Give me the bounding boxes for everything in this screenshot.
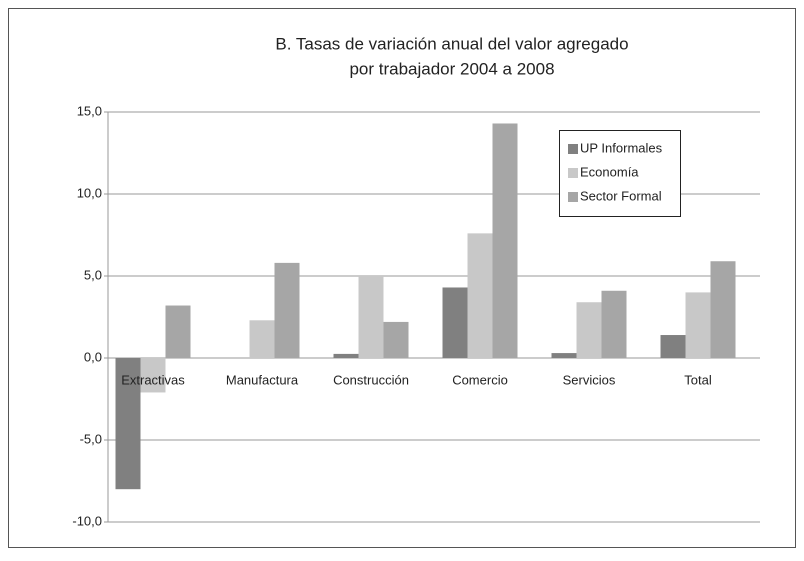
legend-label: Economía — [580, 164, 639, 179]
bar — [576, 302, 602, 358]
y-tick-label: 10,0 — [77, 185, 102, 200]
y-tick-label: 15,0 — [77, 103, 102, 118]
bar — [165, 305, 191, 358]
legend-label: UP Informales — [580, 140, 663, 155]
y-tick-label: 0,0 — [84, 349, 102, 364]
bar — [442, 287, 468, 358]
bar — [660, 335, 686, 358]
x-tick-label: Servicios — [563, 372, 616, 387]
y-tick-label: -5,0 — [80, 431, 102, 446]
bar — [358, 276, 384, 358]
legend-swatch — [568, 144, 578, 154]
x-tick-label: Manufactura — [226, 372, 299, 387]
legend-swatch — [568, 168, 578, 178]
x-tick-label: Total — [684, 372, 712, 387]
x-tick-label: Comercio — [452, 372, 508, 387]
bar — [467, 233, 493, 358]
x-tick-label: Construcción — [333, 372, 409, 387]
bar — [492, 123, 518, 358]
bar — [115, 358, 141, 490]
bar — [710, 261, 736, 358]
chart-title: B. Tasas de variación anual del valor ag… — [275, 34, 628, 53]
legend-swatch — [568, 192, 578, 202]
bar — [249, 320, 275, 358]
legend-label: Sector Formal — [580, 188, 662, 203]
bar — [551, 353, 577, 358]
x-tick-label: Extractivas — [121, 372, 185, 387]
chart-title: por trabajador 2004 a 2008 — [349, 59, 554, 78]
y-tick-label: 5,0 — [84, 267, 102, 282]
bar — [274, 262, 300, 358]
bar — [333, 353, 359, 358]
bar — [140, 358, 166, 393]
legend-box — [559, 130, 681, 217]
bar — [601, 290, 627, 358]
y-tick-label: -10,0 — [72, 513, 102, 528]
bar — [383, 321, 409, 358]
bar — [685, 292, 711, 358]
